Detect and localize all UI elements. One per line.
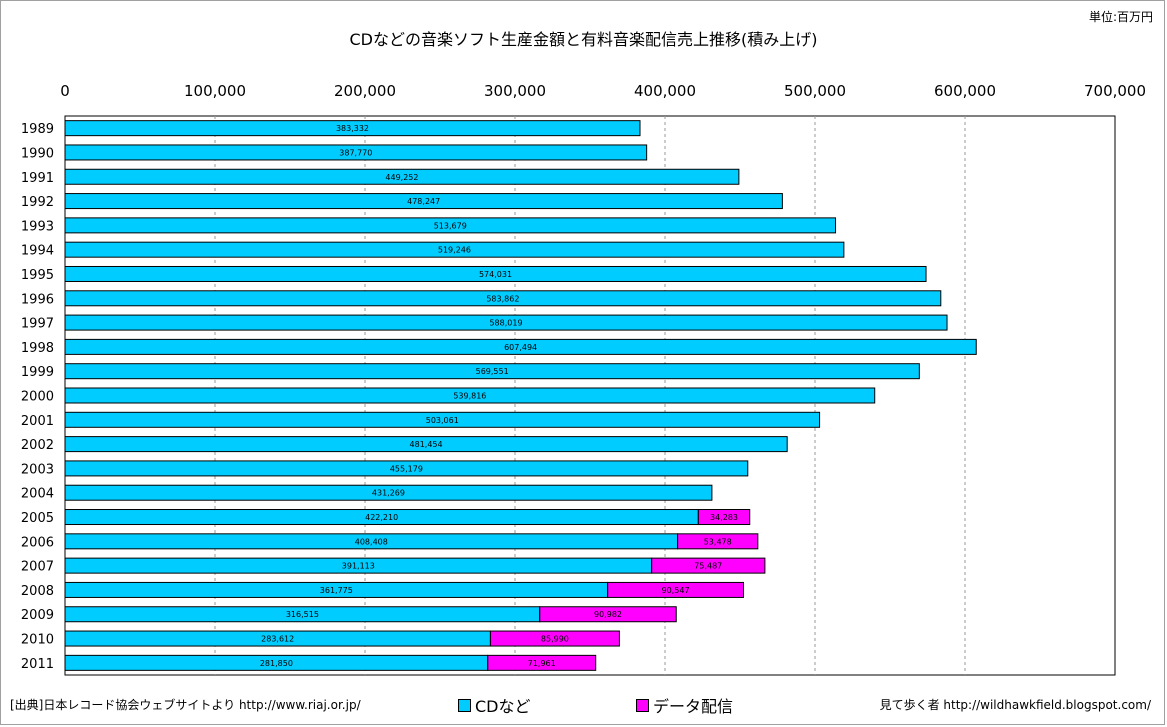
data-label: 71,961: [528, 659, 556, 668]
x-tick-label: 0: [60, 82, 70, 100]
y-tick-label: 1993: [21, 219, 54, 234]
data-label: 316,515: [286, 610, 319, 619]
data-label: 478,247: [407, 197, 440, 206]
legend-label-cd: CDなど: [475, 697, 531, 716]
legend-label-data-delivery: データ配信: [653, 697, 734, 716]
data-label: 281,850: [260, 659, 293, 668]
data-label: 422,210: [365, 513, 398, 522]
data-label: 569,551: [476, 367, 509, 376]
bar-cd: [64, 168, 740, 185]
legend-item-cd: CDなど: [458, 693, 531, 717]
data-label: 583,862: [486, 294, 519, 303]
data-label: 283,612: [261, 635, 294, 644]
y-tick-label: 2000: [21, 390, 54, 405]
data-label: 431,269: [372, 489, 405, 498]
y-tick-label: 2002: [21, 438, 54, 453]
data-label: 539,816: [453, 392, 486, 401]
y-tick-label: 1994: [21, 244, 54, 259]
y-tick-label: 1998: [21, 341, 54, 356]
y-tick-label: 2005: [21, 511, 54, 526]
bar-cd: [64, 290, 942, 307]
bar-cd: [64, 460, 749, 477]
bar-cd: [64, 411, 821, 428]
y-tick-label: 1991: [21, 171, 54, 186]
bar-cd: [64, 144, 648, 161]
x-tick-label: 300,000: [484, 82, 546, 100]
y-tick-label: 1996: [21, 292, 54, 307]
data-label: 455,179: [390, 464, 423, 473]
data-label: 408,408: [355, 537, 388, 546]
y-tick-label: 2004: [21, 487, 54, 502]
bar-data-delivery: [677, 533, 759, 550]
y-tick-label: 1989: [21, 122, 54, 137]
y-tick-label: 2009: [21, 608, 54, 623]
bar-data-delivery: [607, 581, 744, 598]
legend-swatch-data-delivery: [636, 698, 649, 712]
x-tick-label: 700,000: [1084, 82, 1146, 100]
data-label: 53,478: [704, 537, 732, 546]
y-tick-label: 2008: [21, 584, 54, 599]
data-label: 513,679: [434, 221, 467, 230]
data-label: 383,332: [336, 124, 369, 133]
y-tick-label: 1997: [21, 317, 54, 332]
bar-cd: [64, 387, 876, 404]
data-label: 85,990: [541, 635, 569, 644]
y-tick-label: 1990: [21, 146, 54, 161]
data-label: 90,547: [662, 586, 690, 595]
legend-swatch-cd: [458, 698, 471, 712]
data-label: 361,775: [320, 586, 353, 595]
bar-cd: [64, 241, 845, 258]
bar-cd: [64, 338, 977, 355]
source-note: [出典]日本レコード協会ウェブサイトより http://www.riaj.or.…: [10, 698, 361, 712]
data-label: 449,252: [385, 173, 418, 182]
data-label: 90,982: [594, 610, 622, 619]
data-label: 503,061: [426, 416, 459, 425]
bar-data-delivery: [489, 630, 620, 647]
data-label: 574,031: [479, 270, 512, 279]
bar-cd: [64, 193, 783, 210]
data-label: 391,113: [342, 562, 375, 571]
bar-data-delivery: [697, 509, 751, 526]
x-tick-label: 500,000: [784, 82, 846, 100]
x-tick-label: 200,000: [334, 82, 396, 100]
data-label: 387,770: [339, 148, 372, 157]
bar-data-delivery: [487, 654, 597, 671]
data-label: 34,283: [710, 513, 738, 522]
x-tick-label: 100,000: [184, 82, 246, 100]
y-tick-label: 1999: [21, 365, 54, 380]
y-tick-label: 1995: [21, 268, 54, 283]
bar-cd: [64, 363, 920, 380]
data-label: 519,246: [438, 246, 471, 255]
x-tick-label: 400,000: [634, 82, 696, 100]
bar-data-delivery: [651, 557, 766, 574]
chart-title: CDなどの音楽ソフト生産金額と有料音楽配信売上推移(積み上げ): [349, 30, 818, 49]
bar-cd: [64, 217, 837, 234]
y-tick-label: 2010: [21, 633, 54, 648]
y-tick-label: 2003: [21, 462, 54, 477]
data-label: 607,494: [504, 343, 537, 352]
x-tick-label: 600,000: [934, 82, 996, 100]
data-label: 481,454: [410, 440, 443, 449]
bar-cd: [64, 436, 788, 453]
y-tick-label: 2006: [21, 535, 54, 550]
bar-cd: [64, 120, 641, 137]
bar-cd: [64, 314, 948, 331]
bar-cd: [64, 484, 713, 501]
credit-note: 見て歩く者 http://wildhawkfield.blogspot.com/: [879, 698, 1151, 712]
y-tick-label: 2007: [21, 560, 54, 575]
y-tick-label: 2001: [21, 414, 54, 429]
unit-label: 単位:百万円: [1088, 10, 1153, 24]
y-tick-label: 1992: [21, 195, 54, 210]
y-tick-label: 2011: [21, 657, 54, 672]
bar-cd: [64, 265, 927, 282]
bar-data-delivery: [539, 606, 677, 623]
data-label: 588,019: [489, 319, 522, 328]
data-label: 75,487: [694, 562, 722, 571]
legend-item-data-delivery: データ配信: [636, 693, 733, 717]
